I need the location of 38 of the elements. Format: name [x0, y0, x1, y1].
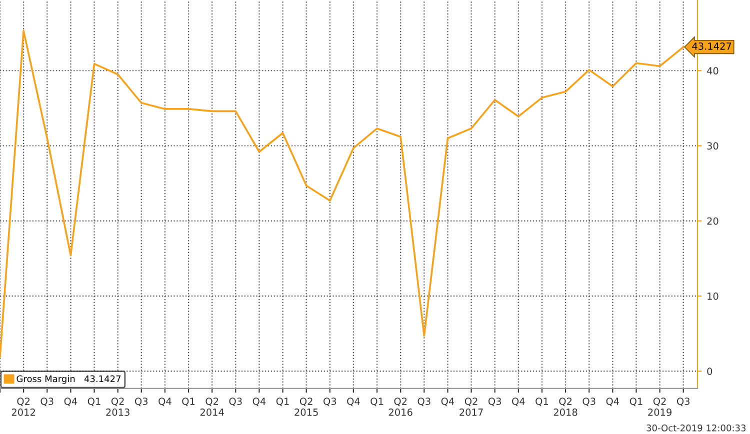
- x-tick-label: Q4: [252, 398, 266, 406]
- y-tick-label: 30: [707, 142, 718, 150]
- x-tick-label: Q3: [488, 398, 501, 406]
- x-tick-label: Q3: [324, 398, 336, 406]
- x-tick-label: Q1: [630, 398, 642, 406]
- x-tick-label: Q3: [40, 398, 54, 406]
- x-tick-label: Q4: [347, 398, 360, 406]
- x-tick-label: Q3: [135, 398, 148, 406]
- x-tick-label: Q1: [370, 398, 384, 406]
- x-tick-label: Q1: [182, 398, 195, 406]
- x-tick-label: Q4: [606, 398, 620, 406]
- x-tick-label: Q3: [582, 398, 596, 406]
- x-tick-label: Q2 2017: [460, 398, 483, 416]
- x-tick-label: Q4: [158, 398, 172, 406]
- x-tick-label: Q2 2014: [200, 398, 224, 416]
- x-tick-label: Q3: [229, 398, 242, 406]
- x-tick-label: Q1: [276, 398, 289, 406]
- x-tick-label: Q4: [64, 398, 78, 406]
- x-tick-label: Q4: [441, 398, 454, 406]
- x-tick-label: Q2 2018: [554, 398, 578, 416]
- text: 30-Oct-2019 12:00:33: [646, 424, 746, 432]
- x-tick-label: Q2 2013: [106, 398, 130, 416]
- data-label: 43.1427: [692, 42, 732, 50]
- x-tick-label: Q1: [536, 398, 548, 406]
- x-tick-label: Q2 2015: [294, 398, 318, 416]
- x-tick-label: Q2 2012: [12, 398, 35, 416]
- x-tick-label: Q3: [676, 398, 690, 406]
- y-tick-label: 0: [707, 368, 712, 375]
- x-tick-label: Q1: [88, 398, 100, 406]
- y-tick-label: 10: [708, 292, 718, 300]
- legend-label: Gross Margin: [16, 375, 75, 384]
- x-tick-label: Q4: [512, 398, 525, 406]
- x-tick-label: Q2 2016: [388, 398, 412, 416]
- y-tick-label: 20: [707, 217, 718, 225]
- x-tick-label: Q3: [418, 398, 430, 406]
- x-tick-label: Q2 2019: [648, 398, 672, 416]
- y-tick-label: 40: [707, 67, 718, 74]
- text: 43.1427: [84, 375, 121, 382]
